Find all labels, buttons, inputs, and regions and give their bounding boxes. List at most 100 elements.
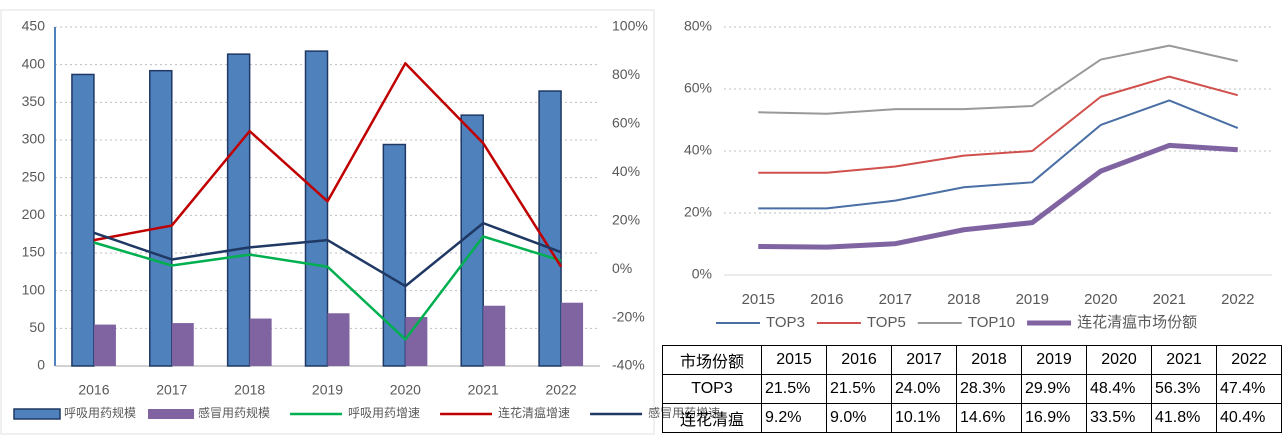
- legend-label: 感冒用药规模: [198, 405, 270, 420]
- bar: [149, 69, 173, 367]
- cell: 2017: [891, 345, 957, 375]
- line: [758, 75, 1239, 174]
- x-tick-label: 2022: [1221, 291, 1254, 308]
- line: [93, 62, 563, 268]
- cell: 29.9%: [1021, 374, 1087, 404]
- cell: 9.2%: [761, 403, 827, 433]
- cell: 市场份额: [662, 345, 762, 375]
- x-tick-label: 2019: [312, 382, 343, 398]
- x-tick-label: 2017: [879, 291, 912, 308]
- bar: [304, 50, 329, 367]
- tick-label: 450: [22, 18, 46, 34]
- legend-label: TOP3: [766, 314, 805, 331]
- bar: [93, 324, 116, 366]
- bar: [249, 318, 272, 366]
- x-tick-label: 2017: [156, 382, 187, 398]
- tick-label: 0%: [612, 260, 632, 276]
- bar: [561, 302, 584, 366]
- x-tick-label: 2021: [468, 382, 499, 398]
- bar: [382, 143, 407, 367]
- legend-label: 呼吸用药规模: [64, 405, 136, 420]
- tick-label: 60%: [684, 80, 712, 96]
- tick-label: 250: [22, 168, 46, 184]
- cell: 2019: [1021, 345, 1087, 375]
- table-row: 连花清瘟 9.2% 9.0% 10.1% 14.6% 16.9% 33.5% 4…: [662, 403, 1282, 433]
- table-header: 市场份额 2015 2016 2017 2018 2019 2020 2021 …: [662, 345, 1282, 375]
- cell: 2016: [826, 345, 892, 375]
- line: [758, 99, 1239, 210]
- tick-label: 50: [29, 319, 45, 335]
- tick-label: 300: [22, 131, 46, 147]
- bar: [71, 73, 95, 367]
- bar: [405, 317, 428, 366]
- cell: 56.3%: [1151, 374, 1217, 404]
- tick-label: 80%: [684, 18, 712, 34]
- tick-label: 200: [22, 206, 46, 222]
- cell: 28.3%: [956, 374, 1022, 404]
- tick-label: 60%: [612, 115, 640, 131]
- legend-label: TOP5: [867, 314, 906, 331]
- tick-label: -20%: [612, 308, 645, 324]
- bar: [483, 305, 506, 366]
- cell: 14.6%: [956, 403, 1022, 433]
- cell: 2015: [761, 345, 827, 375]
- bar: [538, 90, 562, 367]
- tick-label: 100: [22, 281, 46, 297]
- tick-label: 80%: [612, 66, 640, 82]
- legend-label: TOP10: [968, 314, 1015, 331]
- x-tick-label: 2018: [947, 291, 980, 308]
- bar: [327, 313, 350, 366]
- cell: 9.0%: [826, 403, 892, 433]
- x-tick-label: 2022: [545, 382, 576, 398]
- legend-label: 连花清瘟增速: [498, 405, 570, 420]
- x-tick-label: 2020: [390, 382, 421, 398]
- share-table: 市场份额 2015 2016 2017 2018 2019 2020 2021 …: [662, 345, 1282, 433]
- cell: 连花清瘟: [662, 403, 762, 433]
- legend-swatch: [148, 409, 195, 419]
- line: [758, 44, 1238, 115]
- cell: 24.0%: [891, 374, 957, 404]
- bar: [226, 53, 251, 367]
- table-row: TOP3 21.5% 21.5% 24.0% 28.3% 29.9% 48.4%…: [662, 374, 1282, 404]
- cell: 2020: [1086, 345, 1152, 375]
- bar: [171, 323, 194, 366]
- cell: 40.4%: [1216, 403, 1282, 433]
- cell: 10.1%: [891, 403, 957, 433]
- x-tick-label: 2020: [1084, 291, 1117, 308]
- line: [93, 235, 562, 341]
- cell: 16.9%: [1021, 403, 1087, 433]
- cell: 2018: [956, 345, 1022, 375]
- cell: 21.5%: [761, 374, 827, 404]
- tick-label: 400: [22, 55, 46, 71]
- line: [93, 221, 562, 288]
- cell: 2022: [1216, 345, 1282, 375]
- x-tick-label: 2019: [1016, 291, 1049, 308]
- tick-label: 40%: [612, 163, 640, 179]
- tick-label: 0%: [692, 266, 712, 282]
- cell: 21.5%: [826, 374, 892, 404]
- tick-label: 40%: [684, 142, 712, 158]
- tick-label: 350: [22, 93, 46, 109]
- tick-label: 150: [22, 244, 46, 260]
- tick-label: 0: [37, 357, 45, 373]
- legend-label: 连花清瘟市场份额: [1077, 313, 1197, 331]
- cell: 48.4%: [1086, 374, 1152, 404]
- x-tick-label: 2018: [234, 382, 265, 398]
- cell: 41.8%: [1151, 403, 1217, 433]
- x-tick-label: 2016: [78, 382, 109, 398]
- legend-label: 呼吸用药增速: [348, 406, 420, 420]
- tick-label: 20%: [684, 204, 712, 220]
- left-frame: [0, 9, 655, 435]
- x-tick-label: 2015: [742, 291, 775, 308]
- tick-label: 100%: [612, 18, 648, 34]
- cell: 33.5%: [1086, 403, 1152, 433]
- legend-swatch: [13, 408, 61, 420]
- tick-label: 20%: [612, 211, 640, 227]
- tick-label: -40%: [612, 357, 645, 373]
- cell: 47.4%: [1216, 374, 1282, 404]
- x-tick-label: 2021: [1153, 291, 1186, 308]
- line: [758, 142, 1238, 250]
- cell: TOP3: [662, 374, 762, 404]
